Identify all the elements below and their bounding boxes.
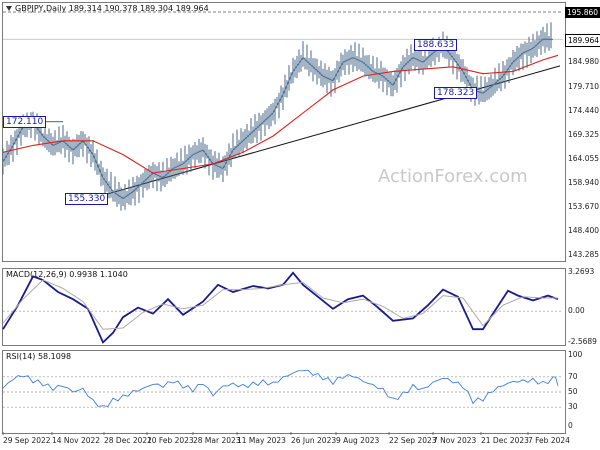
dropdown-triangle-icon (6, 6, 12, 11)
time-tick-label: 9 Aug 2023 (336, 436, 380, 445)
ohlc-values: 189.314 190.378 189.304 189.964 (68, 4, 209, 13)
price-tick-label: 164.055 (568, 154, 600, 163)
annotation-155-330: 155.330 (65, 193, 109, 206)
annotation-178-323: 178.323 (434, 87, 478, 100)
time-tick-label: 28 Mar 2023 (193, 436, 241, 445)
price-tick-label: 158.940 (568, 177, 600, 187)
moving-average-line (2, 54, 559, 174)
time-tick-label: 14 Nov 2022 (52, 436, 101, 445)
macd-signal-line (2, 279, 558, 330)
rsi-tick-label: 100 (568, 350, 583, 359)
time-tick-label: 26 Jun 2023 (291, 436, 337, 445)
current-price-box: 189.964 (565, 34, 600, 48)
price-tick-label: 148.400 (568, 226, 600, 236)
annotation-172-110: 172.110 (3, 115, 47, 128)
rsi-line (2, 369, 559, 407)
price-tick-label: 153.670 (568, 202, 600, 211)
price-tick-label: 184.980 (568, 57, 600, 67)
time-tick-label: 7 Feb 2024 (528, 436, 570, 445)
time-tick-label: 10 Feb 2023 (147, 436, 194, 445)
watermark: ActionForex.com (378, 166, 528, 187)
rsi-tick-label: 50 (568, 387, 578, 396)
rsi-tick-label: 70 (568, 371, 578, 381)
annotation-188-633: 188.633 (414, 39, 458, 52)
time-tick-label: 22 Sep 2023 (389, 436, 437, 445)
price-tick-label: 169.325 (568, 129, 600, 139)
price-tick-label: 143.285 (568, 250, 600, 259)
macd-title: MACD(12,26,9) 0.9938 1.1040 (6, 270, 128, 279)
price-pane[interactable] (2, 2, 566, 262)
price-series-line (2, 38, 554, 200)
time-tick-label: 28 Dec 2022 (104, 436, 152, 445)
time-tick-label: 29 Sep 2022 (3, 436, 51, 445)
price-tick-label: 179.710 (568, 81, 600, 91)
time-tick-label: 7 Nov 2023 (433, 436, 477, 445)
symbol-label: GBPJPY,Daily (15, 4, 67, 13)
macd-tick-label: -2.5689 (568, 337, 597, 346)
price-tick-label: 174.440 (568, 106, 600, 115)
rsi-title: RSI(14) 58.1098 (6, 352, 72, 361)
macd-pane[interactable] (2, 268, 566, 346)
time-tick-label: 11 May 2023 (237, 436, 286, 445)
price-pane-title: GBPJPY,Daily 189.314 190.378 189.304 189… (6, 4, 209, 13)
time-tick-label: 21 Dec 2023 (481, 436, 529, 445)
macd-line (2, 271, 559, 344)
rsi-tick-label: 0 (568, 421, 573, 430)
macd-tick-label: 3.2693 (568, 267, 595, 276)
price-level-box: 195.860 (565, 7, 600, 18)
macd-tick-label: 0.00 (568, 306, 585, 316)
rsi-tick-label: 30 (568, 402, 578, 412)
